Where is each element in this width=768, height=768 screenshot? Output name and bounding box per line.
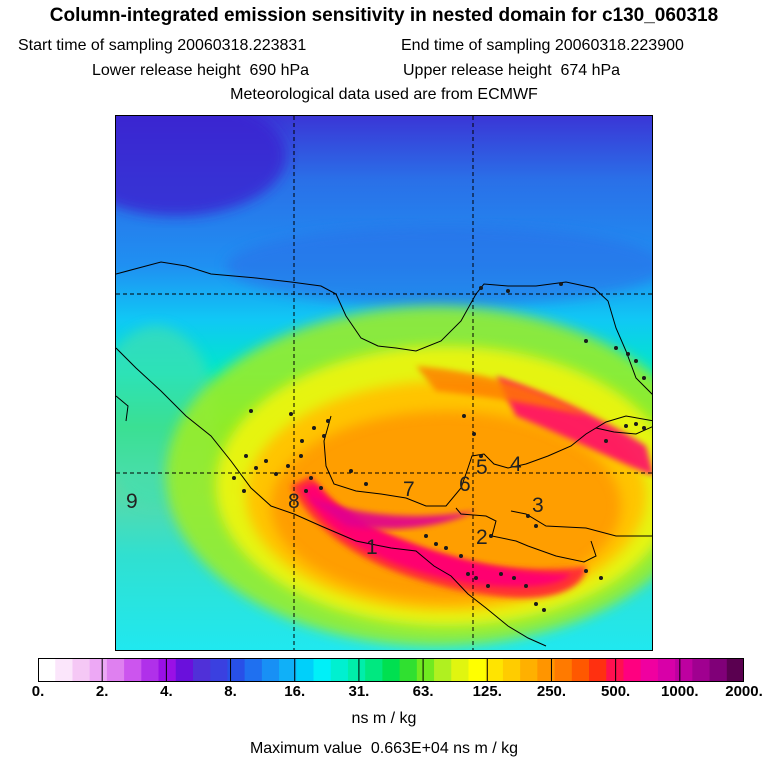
region-label-4: 4 [510, 453, 522, 476]
color-scale-cell [210, 658, 228, 682]
color-scale-tick-label: 63. [412, 683, 434, 700]
color-scale-cell [365, 658, 383, 682]
color-scale-cell [726, 658, 744, 682]
color-scale-cell [55, 658, 73, 682]
lower-release-label: Lower release height [92, 62, 241, 79]
color-scale-tick-label: 31. [348, 683, 370, 700]
color-scale-cell [106, 658, 125, 682]
color-scale-cell [589, 658, 607, 682]
maximum-value: 0.663E+04 ns m / kg [370, 740, 519, 757]
color-scale-bar [38, 658, 744, 682]
color-scale-cell [347, 658, 366, 682]
color-scale-cell [709, 658, 728, 682]
color-scale-cell [485, 658, 504, 682]
low-sensitivity-patch [116, 116, 286, 216]
start-time-value: 20060318.223831 [177, 37, 307, 54]
lat-lon-grid [116, 116, 652, 650]
color-scale-cell [72, 658, 91, 682]
end-time-label: End time of sampling [401, 37, 551, 54]
end-time-line: End time of sampling 20060318.223900 [401, 36, 684, 56]
color-scale-tick-label: 16. [284, 683, 306, 700]
color-scale-cell [175, 658, 194, 682]
color-scale-cell [416, 658, 435, 682]
color-scale-cell [520, 658, 538, 682]
upper-release-label: Upper release height [403, 62, 552, 79]
color-scale-cell [279, 658, 297, 682]
color-scale-cell [468, 658, 487, 682]
map-title: Column-integrated emission sensitivity i… [49, 5, 719, 26]
color-scale-cell [640, 658, 659, 682]
emission-source-markers [232, 282, 646, 612]
region-label-5: 5 [476, 456, 488, 479]
color-scale-cell [313, 658, 332, 682]
region-labels: 9 8 7 6 5 4 3 2 1 [126, 453, 544, 559]
color-scale-cell [261, 658, 280, 682]
maximum-value-label: Maximum value [249, 740, 362, 757]
color-scale-cell [38, 658, 56, 682]
region-label-9: 9 [126, 490, 138, 513]
map-panel: 9 8 7 6 5 4 3 2 1 [115, 115, 653, 651]
sensitivity-map: 9 8 7 6 5 4 3 2 1 [116, 116, 652, 650]
coastlines [116, 261, 652, 647]
color-scale-tick-label: 2. [95, 683, 109, 700]
color-scale-cell [141, 658, 160, 682]
color-scale-tick-label: 125. [472, 683, 502, 700]
color-scale-cell [244, 658, 263, 682]
color-scale-cell [434, 658, 452, 682]
color-scale-tick-label: 500. [601, 683, 631, 700]
color-scale-tick-label: 250. [536, 683, 567, 700]
region-label-6: 6 [459, 473, 471, 496]
color-scale-cell [382, 658, 401, 682]
color-scale-cell [330, 658, 349, 682]
start-time-line: Start time of sampling 20060318.223831 [18, 36, 306, 56]
maximum-value-line: Maximum value 0.663E+04 ns m / kg [0, 739, 768, 759]
color-scale-tick-label: 0. [31, 683, 45, 700]
color-scale-cell [296, 658, 315, 682]
upper-release-value: 674 hPa [560, 62, 621, 79]
blue-band [226, 226, 652, 306]
color-scale-cell [537, 658, 556, 682]
color-scale-cell [571, 658, 590, 682]
color-scale-cell [502, 658, 521, 682]
meteo-note: Meteorological data used are from ECMWF [230, 86, 538, 103]
lower-release-value: 690 hPa [249, 62, 310, 79]
color-scale-tick-label: 8. [224, 683, 237, 700]
color-scale-cell [657, 658, 676, 682]
color-scale-cell [399, 658, 418, 682]
region-label-2: 2 [476, 526, 488, 549]
color-scale-tick-label: 4. [160, 683, 173, 700]
color-scale-border [38, 658, 744, 682]
color-scale-cell [192, 658, 211, 682]
color-scale-units: ns m / kg [351, 710, 417, 727]
start-time-label: Start time of sampling [18, 37, 173, 54]
color-scale-cell [158, 658, 177, 682]
end-time-value: 20060318.223900 [554, 37, 684, 54]
color-scale-cell [227, 658, 246, 682]
upper-release-line: Upper release height 674 hPa [403, 61, 620, 81]
color-scale-cell [124, 658, 142, 682]
color-scale-cell [692, 658, 711, 682]
region-label-3: 3 [532, 494, 544, 517]
region-label-1: 1 [366, 536, 378, 559]
lower-release-line: Lower release height 690 hPa [92, 61, 309, 81]
color-scale-cell [606, 658, 624, 682]
color-scale-tick-label: 2000. [725, 683, 763, 700]
color-scale-cell [623, 658, 642, 682]
region-label-7: 7 [403, 478, 415, 501]
color-scale-cell [675, 658, 693, 682]
color-scale-cell [89, 658, 108, 682]
region-label-8: 8 [288, 490, 300, 513]
color-scale-cell [554, 658, 573, 682]
emission-sensitivity-field [166, 306, 652, 646]
color-scale-tick-label: 1000. [661, 683, 699, 700]
color-scale-cell [451, 658, 469, 682]
